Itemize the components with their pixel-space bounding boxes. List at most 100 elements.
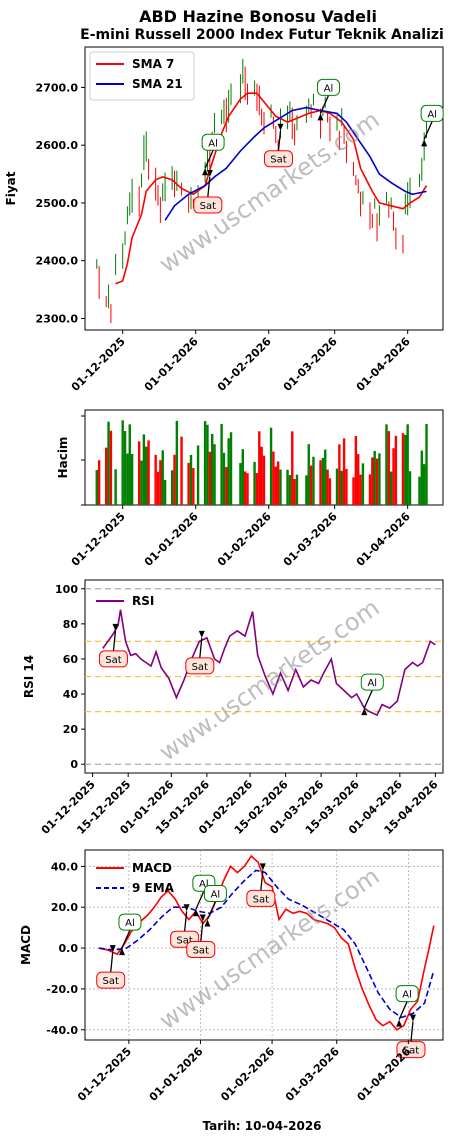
rsi-ann-arrow bbox=[112, 630, 117, 651]
volume-bar bbox=[375, 458, 379, 505]
rsi-ann-arrow bbox=[363, 689, 373, 709]
volume-bar bbox=[130, 453, 134, 505]
price-ann-label: Al bbox=[324, 83, 334, 94]
volume-bar bbox=[253, 461, 256, 505]
volume-bar bbox=[359, 474, 362, 505]
price-ann-label: Al bbox=[208, 138, 218, 149]
rsi-ann-arrowhead bbox=[198, 630, 205, 638]
volume-bar bbox=[392, 448, 395, 505]
volume-bar bbox=[137, 441, 141, 505]
price-xtick-label: 01-02-2026 bbox=[215, 335, 274, 394]
volume-bar bbox=[260, 446, 263, 505]
volume-bar bbox=[206, 424, 209, 505]
volume-bar bbox=[352, 477, 355, 505]
price-xtick-label: 01-12-2025 bbox=[69, 335, 128, 394]
macd-line bbox=[98, 854, 435, 1031]
price-ann-label: Al bbox=[427, 109, 437, 120]
price-ann-box bbox=[201, 133, 225, 151]
rsi-ann-label: Al bbox=[367, 678, 377, 689]
volume-bar bbox=[222, 452, 226, 505]
volume-bar bbox=[328, 478, 332, 505]
rsi-ytick-label: 100 bbox=[55, 583, 78, 596]
macd-ann-arrow bbox=[410, 1021, 414, 1042]
macd-xtick-label: 01-01-2026 bbox=[147, 1045, 206, 1104]
macd-ann-label: Sat bbox=[253, 894, 269, 905]
macd-ann-label: Al bbox=[125, 918, 135, 929]
macd-ytick-label: -40.0 bbox=[46, 1024, 78, 1037]
volume-bar bbox=[241, 449, 245, 505]
volume-bar bbox=[140, 460, 143, 505]
macd-ann-arrowhead bbox=[199, 914, 206, 922]
volume-bar bbox=[387, 431, 391, 505]
volume-bar bbox=[210, 433, 214, 505]
volume-bar bbox=[394, 435, 398, 505]
rsi-ytick-label: 40 bbox=[63, 688, 79, 701]
price-ann-box bbox=[193, 196, 223, 214]
volume-bar bbox=[309, 465, 313, 505]
macd-ann-arrow bbox=[195, 890, 205, 910]
volume-xtick-label: 01-03-2026 bbox=[281, 510, 340, 569]
macd-ytick-label: 40.0 bbox=[51, 860, 78, 873]
macd-ann-arrowhead bbox=[192, 909, 199, 917]
price-ann-box bbox=[317, 78, 341, 96]
macd-ann-arrow bbox=[200, 921, 204, 942]
macd-xtick-label: 01-02-2026 bbox=[218, 1045, 277, 1104]
price-ytick-label: 2500.0 bbox=[36, 197, 79, 210]
price-xtick-label: 01-03-2026 bbox=[281, 335, 340, 394]
rsi-ytick-label: 60 bbox=[63, 653, 79, 666]
macd-legend-label: 9 EMA bbox=[132, 881, 175, 895]
rsi-ann-arrowhead bbox=[361, 708, 368, 716]
volume-bar bbox=[279, 469, 282, 505]
price-legend-label: SMA 7 bbox=[132, 57, 174, 71]
volume-bar bbox=[420, 450, 424, 505]
volume-bar bbox=[338, 444, 341, 505]
price-ann-box bbox=[263, 150, 293, 168]
volume-ylabel: Hacim bbox=[56, 437, 70, 479]
volume-bar bbox=[246, 473, 249, 505]
macd-xtick-label: 01-04-2026 bbox=[355, 1045, 414, 1104]
volume-bar bbox=[114, 469, 117, 505]
price-ann-box bbox=[420, 104, 444, 122]
volume-bar bbox=[189, 454, 193, 505]
volume-bar bbox=[156, 471, 160, 505]
volume-bar bbox=[227, 438, 230, 505]
price-ann-arrowhead bbox=[277, 123, 284, 131]
volume-bar bbox=[173, 454, 176, 505]
volume-bar bbox=[213, 444, 216, 505]
macd-ann-box bbox=[186, 941, 216, 959]
volume-bar bbox=[272, 451, 275, 505]
macd-frame bbox=[84, 849, 444, 1041]
macd-ytick-label: -20.0 bbox=[46, 983, 78, 996]
volume-bar bbox=[312, 456, 315, 505]
volume-bar bbox=[180, 436, 183, 505]
macd-ann-arrow bbox=[260, 870, 264, 891]
volume-xtick-label: 01-01-2026 bbox=[142, 510, 201, 569]
volume-bar bbox=[354, 435, 358, 505]
macd-ytick-label: 0.0 bbox=[59, 942, 79, 955]
volume-bar bbox=[295, 474, 299, 505]
macd-ann-label: Al bbox=[402, 990, 412, 1001]
macd-xtick-label: 01-03-2026 bbox=[283, 1045, 342, 1104]
volume-bar bbox=[187, 462, 190, 505]
volume-bar bbox=[307, 444, 310, 505]
rsi-ytick-label: 20 bbox=[63, 723, 79, 736]
price-ytick-label: 2700.0 bbox=[36, 81, 79, 94]
price-ytick-label: 2400.0 bbox=[36, 255, 79, 268]
macd-ann-arrowhead bbox=[183, 904, 190, 912]
price-ann-label: Sat bbox=[200, 201, 216, 212]
macd-ann-label: Sat bbox=[403, 1046, 419, 1057]
volume-bar bbox=[104, 447, 108, 505]
volume-bar bbox=[418, 476, 421, 505]
volume-bar bbox=[243, 471, 247, 505]
volume-bar bbox=[262, 455, 266, 505]
volume-xtick-label: 01-04-2026 bbox=[354, 510, 413, 569]
volume-bar bbox=[408, 471, 412, 505]
sma7-line bbox=[115, 92, 428, 285]
volume-bar bbox=[319, 460, 322, 505]
volume-xtick-label: 01-02-2026 bbox=[215, 510, 274, 569]
volume-bar bbox=[159, 460, 162, 505]
rsi-ann-arrowhead bbox=[112, 623, 119, 631]
volume-bar bbox=[422, 464, 426, 505]
macd-ann-arrowhead bbox=[409, 1014, 416, 1022]
